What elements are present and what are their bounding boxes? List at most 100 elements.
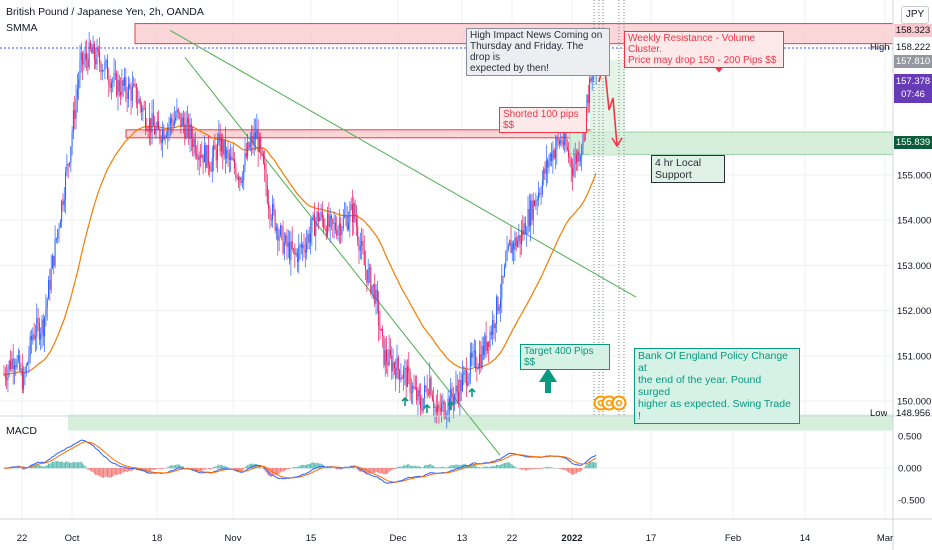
time-tick-label: 18 <box>152 533 163 544</box>
macd-histogram-bar <box>281 468 283 472</box>
time-tick-label: 15 <box>306 533 317 544</box>
macd-histogram-bar <box>460 465 462 469</box>
candle-body <box>62 200 64 206</box>
news-note[interactable]: High Impact News Coming on Thursday and … <box>466 28 610 76</box>
macd-histogram-bar <box>422 466 424 469</box>
macd-tick-label: 0.500 <box>898 432 922 443</box>
candle-body <box>75 98 77 119</box>
candle-body <box>310 232 312 243</box>
macd-histogram-bar <box>465 464 467 469</box>
candle-body <box>568 149 570 158</box>
candle-body <box>251 136 253 143</box>
currency-badge[interactable]: JPY <box>901 6 929 24</box>
macd-histogram-bar <box>217 465 219 469</box>
resistance-note[interactable]: Weekly Resistance - Volume Cluster. Pric… <box>624 31 784 68</box>
shorted-note[interactable]: Shorted 100 pips $$ <box>499 107 587 133</box>
candle-body <box>388 349 390 366</box>
macd-histogram-bar <box>294 467 296 469</box>
event-icon-core <box>615 399 623 407</box>
candle-body <box>551 153 553 162</box>
candle-body <box>31 336 33 341</box>
macd-histogram-bar <box>215 466 217 469</box>
candle-body <box>468 374 470 383</box>
candle-body <box>507 245 509 250</box>
candle-body <box>405 367 407 387</box>
candle-body <box>91 48 93 54</box>
macd-histogram-bar <box>479 467 481 469</box>
candle-body <box>365 265 367 270</box>
candle-body <box>11 358 13 370</box>
candle-body <box>124 77 126 86</box>
macd-histogram-bar <box>286 468 288 470</box>
candle-body <box>42 319 44 337</box>
macd-histogram-bar <box>88 468 90 470</box>
time-tick-label: Feb <box>725 533 741 544</box>
macd-histogram-bar <box>245 466 247 469</box>
candle-body <box>105 60 107 63</box>
candle-body <box>544 168 546 174</box>
candle-body <box>266 185 268 203</box>
candle-body <box>321 211 323 219</box>
candle-body <box>319 217 321 221</box>
macd-histogram-bar <box>530 468 532 469</box>
support-note[interactable]: 4 hr Local Support <box>651 155 725 183</box>
macd-histogram-bar <box>454 465 456 469</box>
candle-body <box>299 244 301 247</box>
candle-body <box>498 306 500 312</box>
candle-body <box>342 217 344 229</box>
candle-body <box>4 374 6 378</box>
candle-body <box>408 366 410 373</box>
macd-histogram-bar <box>93 468 95 474</box>
macd-histogram-bar <box>351 467 353 469</box>
candle-body <box>185 123 187 139</box>
candle-body <box>357 226 359 241</box>
macd-histogram-bar <box>396 467 398 469</box>
macd-histogram-bar <box>61 461 63 469</box>
macd-tick-label: 0.000 <box>898 464 922 475</box>
candle-body <box>159 129 161 140</box>
macd-histogram-bar <box>459 464 461 469</box>
macd-histogram-bar <box>477 467 479 469</box>
candle-body <box>296 252 298 262</box>
target-note[interactable]: Target 400 Pips $$ <box>520 344 610 370</box>
macd-histogram-bar <box>524 468 526 471</box>
candle-body <box>524 223 526 235</box>
macd-histogram-bar <box>86 467 88 469</box>
macd-histogram-bar <box>121 468 123 474</box>
candle-body <box>308 234 310 243</box>
boe-note[interactable]: Bank Of England Policy Change at the end… <box>634 348 800 424</box>
candle-body <box>490 331 492 335</box>
candle-body <box>17 355 19 360</box>
macd-histogram-bar <box>92 468 94 473</box>
candle-body <box>270 218 272 220</box>
macd-histogram-bar <box>434 466 436 469</box>
macd-histogram-bar <box>490 466 492 469</box>
macd-histogram-bar <box>375 468 377 473</box>
macd-histogram-bar <box>501 463 503 469</box>
candle-body <box>291 241 293 249</box>
candle-body <box>556 138 558 150</box>
macd-histogram-bar <box>236 468 238 471</box>
up-arrow-icon <box>468 387 476 397</box>
macd-histogram-bar <box>307 463 309 469</box>
candle-body <box>528 208 530 227</box>
candle-body <box>338 223 340 229</box>
macd-histogram-bar <box>489 466 491 469</box>
high-level-label: 158.222 <box>896 42 931 53</box>
candle-body <box>409 372 411 393</box>
macd-histogram-bar <box>532 468 534 469</box>
candle-body <box>312 214 314 219</box>
candle-body <box>401 377 403 379</box>
macd-histogram-bar <box>412 465 414 469</box>
macd-histogram-bar <box>341 468 343 470</box>
candle-body <box>570 158 572 168</box>
macd-histogram-bar <box>424 465 426 469</box>
candle-body <box>358 240 360 251</box>
price-tick-label: 150.000 <box>897 397 931 408</box>
macd-histogram-bar <box>129 468 131 471</box>
trendline-long <box>169 29 637 298</box>
candle-body <box>28 356 30 363</box>
candle-body <box>232 158 234 160</box>
macd-histogram-bar <box>231 468 233 469</box>
